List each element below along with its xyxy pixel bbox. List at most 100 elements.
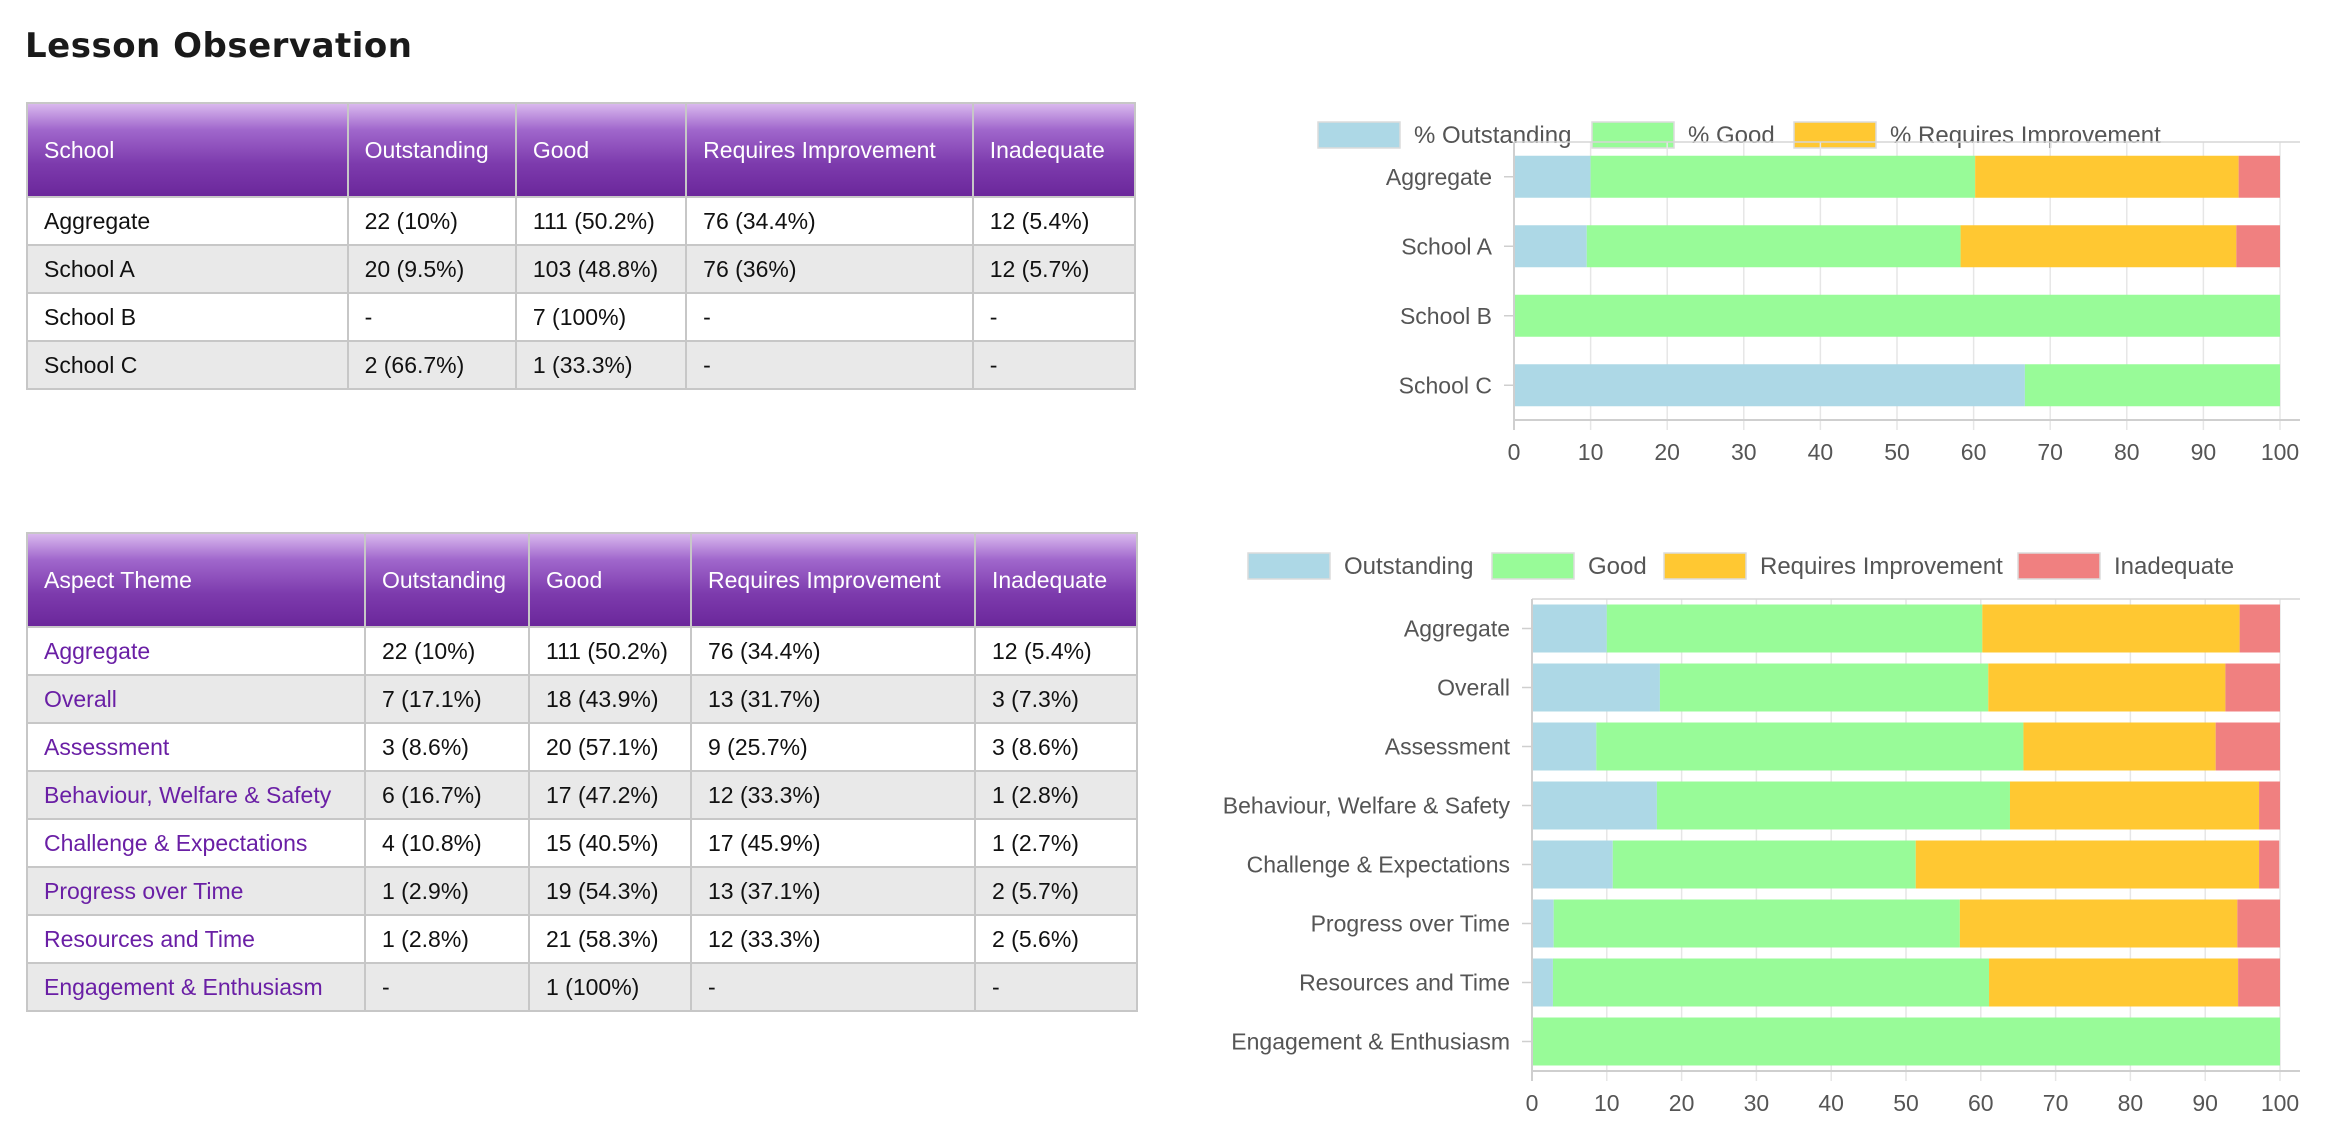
requires-improvement-cell: 9 (25.7%) bbox=[690, 722, 976, 772]
aspect-theme-link[interactable]: Progress over Time bbox=[44, 877, 244, 904]
requires-improvement-cell: - bbox=[690, 962, 976, 1012]
category-label: Assessment bbox=[1385, 734, 1511, 760]
column-header-inadequate[interactable]: Inadequate bbox=[974, 532, 1138, 628]
bar-resources-and-time-outstanding bbox=[1532, 958, 1553, 1007]
inadequate-cell: - bbox=[971, 340, 1137, 390]
requires-improvement-cell: 13 (31.7%) bbox=[690, 674, 976, 724]
legend-swatch-good bbox=[1491, 552, 1575, 580]
school-name-cell: School B bbox=[26, 292, 349, 342]
bar-aggregate-requires-improvement bbox=[1975, 155, 2239, 198]
legend-swatch-requires-improvement bbox=[1793, 121, 1877, 149]
bar-school-a-inadequate bbox=[2236, 225, 2280, 268]
column-header-requires-improvement[interactable]: Requires Improvement bbox=[685, 102, 974, 198]
legend-label-outstanding: Outstanding bbox=[1344, 553, 1473, 580]
column-header-good[interactable]: Good bbox=[514, 102, 688, 198]
category-label: School A bbox=[1401, 233, 1492, 259]
school-table-header-row: School Outstanding Good Requires Improve… bbox=[26, 102, 1137, 198]
x-tick-label: 0 bbox=[1526, 1090, 1539, 1115]
aspect-theme-link[interactable]: Overall bbox=[44, 685, 117, 712]
legend-label-inadequate: Inadequate bbox=[2114, 553, 2234, 580]
inadequate-cell: 3 (7.3%) bbox=[974, 674, 1138, 724]
bar-behaviour-welfare-safety-good bbox=[1656, 781, 2010, 830]
column-header-outstanding[interactable]: Outstanding bbox=[364, 532, 530, 628]
aspect-theme-link[interactable]: Aggregate bbox=[44, 637, 151, 664]
column-header-inadequate[interactable]: Inadequate bbox=[971, 102, 1137, 198]
aspect-table-header-row: Aspect Theme Outstanding Good Requires I… bbox=[26, 532, 1138, 628]
requires-improvement-cell: 76 (34.4%) bbox=[690, 626, 976, 676]
aspect-theme-cell: Aggregate bbox=[26, 626, 366, 676]
outstanding-cell: 3 (8.6%) bbox=[364, 722, 530, 772]
inadequate-cell: 12 (5.4%) bbox=[971, 196, 1137, 246]
category-label: School B bbox=[1400, 303, 1492, 329]
table-row: School C 2 (66.7%) 1 (33.3%) - - bbox=[26, 340, 1137, 390]
aspect-theme-cell: Resources and Time bbox=[26, 914, 366, 964]
bar-progress-over-time-outstanding bbox=[1532, 899, 1554, 948]
x-tick-label: 60 bbox=[1968, 1090, 1994, 1115]
table-row: Aggregate 22 (10%) 111 (50.2%) 76 (34.4%… bbox=[26, 196, 1137, 246]
school-table: School Outstanding Good Requires Improve… bbox=[26, 102, 1137, 390]
x-tick-label: 80 bbox=[2114, 439, 2140, 460]
aspect-theme-link[interactable]: Assessment bbox=[44, 733, 170, 760]
table-row: Assessment 3 (8.6%) 20 (57.1%) 9 (25.7%)… bbox=[26, 722, 1138, 772]
column-header-aspect-theme[interactable]: Aspect Theme bbox=[26, 532, 366, 628]
x-tick-label: 20 bbox=[1654, 439, 1680, 460]
aspect-theme-cell: Progress over Time bbox=[26, 866, 366, 916]
inadequate-cell: 2 (5.6%) bbox=[974, 914, 1138, 964]
table-row: Engagement & Enthusiasm - 1 (100%) - - bbox=[26, 962, 1138, 1012]
table-row: Resources and Time 1 (2.8%) 21 (58.3%) 1… bbox=[26, 914, 1138, 964]
bar-behaviour-welfare-safety-inadequate bbox=[2259, 781, 2280, 830]
category-label: School C bbox=[1399, 372, 1492, 398]
aspect-theme-link[interactable]: Behaviour, Welfare & Safety bbox=[44, 781, 332, 808]
category-label: Progress over Time bbox=[1311, 911, 1510, 937]
good-cell: 15 (40.5%) bbox=[528, 818, 692, 868]
good-cell: 111 (50.2%) bbox=[514, 196, 688, 246]
requires-improvement-cell: 12 (33.3%) bbox=[690, 914, 976, 964]
table-row: Aggregate 22 (10%) 111 (50.2%) 76 (34.4%… bbox=[26, 626, 1138, 676]
outstanding-cell: - bbox=[346, 292, 517, 342]
school-name-cell: School A bbox=[26, 244, 349, 294]
requires-improvement-cell: 13 (37.1%) bbox=[690, 866, 976, 916]
legend-swatch-good bbox=[1591, 121, 1675, 149]
good-cell: 111 (50.2%) bbox=[528, 626, 692, 676]
bar-school-c-outstanding bbox=[1514, 364, 2025, 407]
bar-school-a-outstanding bbox=[1514, 225, 1587, 268]
inadequate-cell: - bbox=[971, 292, 1137, 342]
x-tick-label: 70 bbox=[2037, 439, 2063, 460]
inadequate-cell: 1 (2.8%) bbox=[974, 770, 1138, 820]
requires-improvement-cell: 76 (34.4%) bbox=[685, 196, 974, 246]
column-header-requires-improvement[interactable]: Requires Improvement bbox=[690, 532, 976, 628]
school-stacked-bar-chart: % Outstanding % Good % Requires Improvemen… bbox=[1317, 121, 2300, 460]
legend-swatch-outstanding bbox=[1247, 552, 1331, 580]
bar-aggregate-outstanding bbox=[1532, 604, 1607, 653]
category-label: Overall bbox=[1437, 675, 1510, 701]
good-cell: 17 (47.2%) bbox=[528, 770, 692, 820]
outstanding-cell: 7 (17.1%) bbox=[364, 674, 530, 724]
column-header-outstanding[interactable]: Outstanding bbox=[346, 102, 517, 198]
legend-label-good: % Good bbox=[1688, 122, 1775, 149]
aspect-theme-link[interactable]: Engagement & Enthusiasm bbox=[44, 973, 323, 1000]
legend-label-requires-improvement: Requires Improvement bbox=[1760, 553, 2003, 580]
aspect-theme-cell: Assessment bbox=[26, 722, 366, 772]
outstanding-cell: 22 (10%) bbox=[346, 196, 517, 246]
inadequate-cell: 12 (5.4%) bbox=[974, 626, 1138, 676]
bar-aggregate-good bbox=[1590, 155, 1976, 198]
requires-improvement-cell: 76 (36%) bbox=[685, 244, 974, 294]
requires-improvement-cell: 17 (45.9%) bbox=[690, 818, 976, 868]
bar-overall-requires-improvement bbox=[1988, 663, 2226, 712]
column-header-good[interactable]: Good bbox=[528, 532, 692, 628]
column-header-school[interactable]: School bbox=[26, 102, 349, 198]
aspect-theme-link[interactable]: Challenge & Expectations bbox=[44, 829, 308, 856]
x-tick-label: 30 bbox=[1731, 439, 1757, 460]
aspect-theme-cell: Challenge & Expectations bbox=[26, 818, 366, 868]
x-tick-label: 10 bbox=[1578, 439, 1604, 460]
bar-engagement-enthusiasm-good bbox=[1532, 1017, 2280, 1066]
category-label: Aggregate bbox=[1386, 164, 1492, 190]
table-row: Overall 7 (17.1%) 18 (43.9%) 13 (31.7%) … bbox=[26, 674, 1138, 724]
aspect-theme-link[interactable]: Resources and Time bbox=[44, 925, 255, 952]
good-cell: 1 (33.3%) bbox=[514, 340, 688, 390]
bar-challenge-expectations-good bbox=[1612, 840, 1916, 889]
legend-swatch-outstanding bbox=[1317, 121, 1401, 149]
requires-improvement-cell: - bbox=[685, 340, 974, 390]
outstanding-cell: 22 (10%) bbox=[364, 626, 530, 676]
x-tick-label: 40 bbox=[1808, 439, 1834, 460]
